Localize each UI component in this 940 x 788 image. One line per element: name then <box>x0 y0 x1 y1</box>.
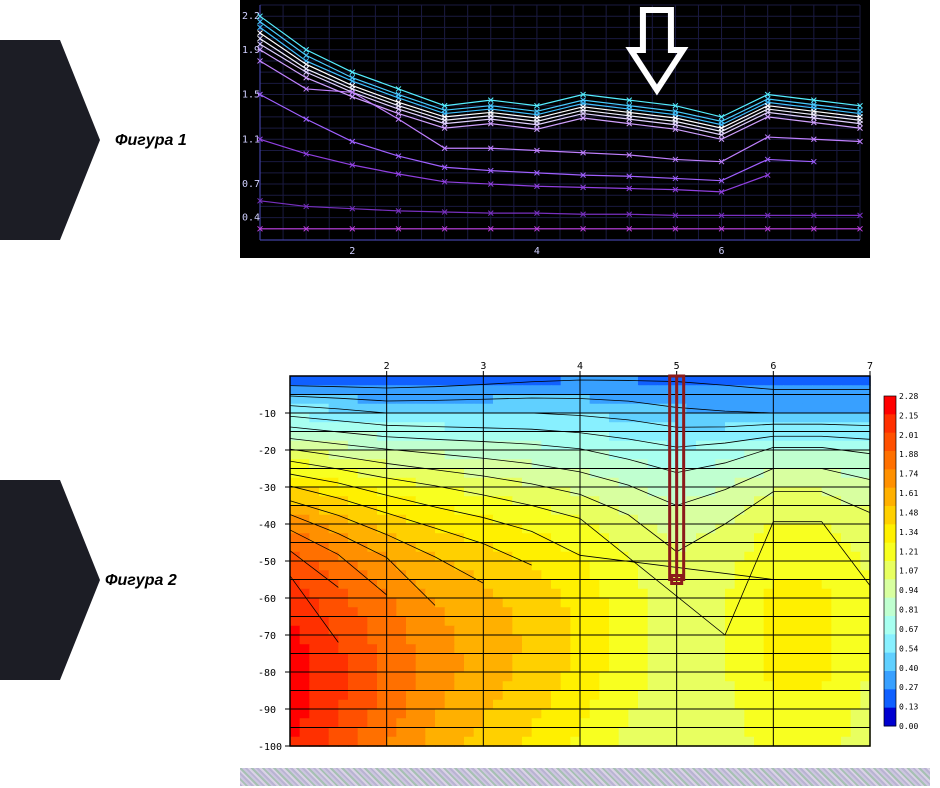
svg-text:-40: -40 <box>258 520 276 531</box>
svg-text:0.27: 0.27 <box>899 683 918 692</box>
svg-text:0.67: 0.67 <box>899 625 918 634</box>
svg-text:2.2: 2.2 <box>242 11 260 22</box>
svg-text:1.74: 1.74 <box>899 470 918 479</box>
svg-text:0.4: 0.4 <box>242 213 260 224</box>
svg-text:-70: -70 <box>258 631 276 642</box>
chevron-fig1 <box>0 40 60 240</box>
svg-text:1.88: 1.88 <box>899 450 918 459</box>
chart2-svg: 2 3 4 5 6 7 -10 -20 -30 -40 -50 -60 -70 -80 -90 -100 2.2… <box>240 356 930 756</box>
svg-text:2.28: 2.28 <box>899 392 918 401</box>
svg-text:-100: -100 <box>258 742 282 753</box>
svg-text:5: 5 <box>674 361 680 372</box>
svg-text:0.54: 0.54 <box>899 644 918 653</box>
svg-text:6: 6 <box>719 246 725 257</box>
svg-text:1.1: 1.1 <box>242 134 260 145</box>
chart2-heatmap: 2 3 4 5 6 7 -10 -20 -30 -40 -50 -60 -70 -80 -90 -100 2.2… <box>240 356 930 756</box>
svg-text:4: 4 <box>577 361 583 372</box>
svg-text:0.13: 0.13 <box>899 703 918 712</box>
svg-text:0.81: 0.81 <box>899 606 918 615</box>
svg-text:6: 6 <box>770 361 776 372</box>
svg-text:-10: -10 <box>258 409 276 420</box>
svg-text:0.94: 0.94 <box>899 586 918 595</box>
svg-text:2: 2 <box>349 246 355 257</box>
figure2-label: Фигура 2 <box>105 572 177 590</box>
svg-text:-80: -80 <box>258 668 276 679</box>
svg-text:1.61: 1.61 <box>899 489 918 498</box>
svg-text:0.00: 0.00 <box>899 722 918 731</box>
svg-text:0.40: 0.40 <box>899 664 918 673</box>
svg-text:4: 4 <box>534 246 540 257</box>
svg-text:2.01: 2.01 <box>899 431 918 440</box>
svg-text:3: 3 <box>480 361 486 372</box>
chart1-line-plot: 0.40.71.11.51.92.2246 <box>240 0 870 258</box>
chevron-fig2 <box>0 480 60 680</box>
svg-text:2: 2 <box>384 361 390 372</box>
svg-text:1.34: 1.34 <box>899 528 918 537</box>
svg-text:-90: -90 <box>258 705 276 716</box>
svg-text:1.5: 1.5 <box>242 90 260 101</box>
svg-text:1.48: 1.48 <box>899 508 918 517</box>
noise-strip <box>240 768 930 786</box>
svg-text:0.7: 0.7 <box>242 179 260 190</box>
svg-text:-30: -30 <box>258 483 276 494</box>
svg-text:7: 7 <box>867 361 873 372</box>
svg-text:1.21: 1.21 <box>899 547 918 556</box>
svg-text:-20: -20 <box>258 446 276 457</box>
svg-text:1.07: 1.07 <box>899 567 918 576</box>
svg-text:-50: -50 <box>258 557 276 568</box>
figure1-label: Фигура 1 <box>115 132 187 150</box>
chart1-svg: 0.40.71.11.51.92.2246 <box>240 0 870 258</box>
svg-text:2.15: 2.15 <box>899 411 918 420</box>
svg-text:-60: -60 <box>258 594 276 605</box>
